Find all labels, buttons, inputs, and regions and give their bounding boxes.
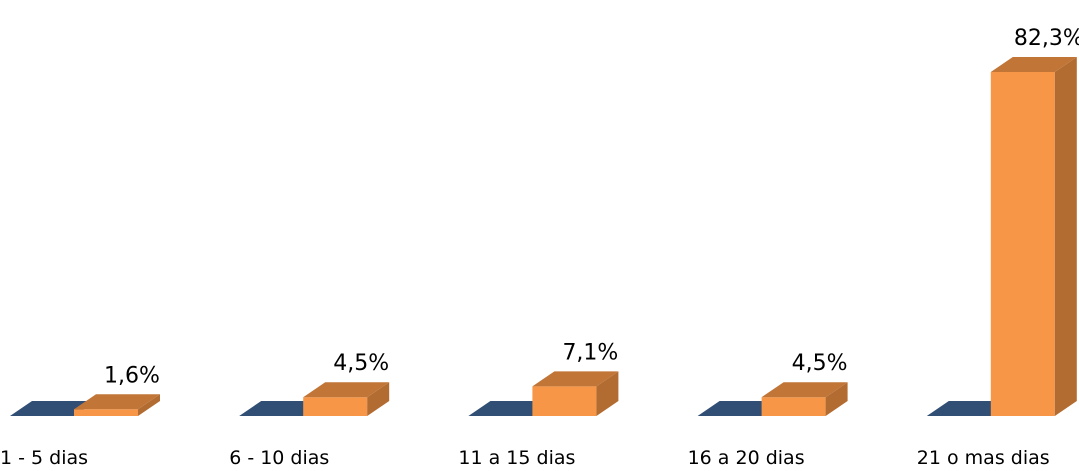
bar-series2-3-side — [825, 382, 848, 416]
bar-series2-3-front — [761, 397, 826, 416]
bar-series2-2-front — [532, 386, 597, 416]
bar-series2-0 — [74, 394, 160, 416]
bar-series2-2-side — [596, 371, 619, 416]
bar-series2-2 — [532, 371, 619, 416]
bar-series2-2-top — [532, 371, 619, 387]
bar-series2-4 — [990, 57, 1077, 416]
category-label-3: 16 a 20 dias — [688, 447, 805, 469]
bar-series2-1-front — [303, 397, 368, 416]
bar-series2-1-top — [303, 382, 390, 398]
bar-series2-4-front — [990, 72, 1055, 416]
bar-series2-3 — [761, 382, 848, 416]
data-label-0: 1,6% — [104, 363, 160, 388]
data-label-2: 7,1% — [562, 340, 618, 365]
value-labels-layer: 1,6% 4,5% 7,1% 4,5% 82,3% — [104, 26, 1079, 388]
category-label-4: 21 o mas dias — [917, 447, 1050, 469]
bars-layer — [10, 57, 1077, 416]
bar-series2-0-front — [74, 409, 138, 416]
category-label-1: 6 - 10 dias — [229, 447, 329, 469]
bar-series2-1 — [303, 382, 390, 416]
data-label-3: 4,5% — [792, 351, 848, 376]
bar-series2-4-top — [990, 57, 1077, 72]
bar-series2-1-side — [367, 382, 390, 416]
bar-series2-0-side — [138, 394, 160, 416]
category-labels-layer: 1 - 5 dias 6 - 10 dias 11 a 15 dias 16 a 20… — [0, 447, 1050, 469]
category-label-2: 11 a 15 dias — [458, 447, 575, 469]
category-label-0: 1 - 5 dias — [0, 447, 88, 469]
data-label-4: 82,3% — [1014, 26, 1079, 51]
data-label-1: 4,5% — [333, 351, 389, 376]
bar-series2-0-top — [74, 394, 160, 410]
bar-series2-4-side — [1054, 57, 1077, 416]
bar-series2-3-top — [761, 382, 848, 398]
